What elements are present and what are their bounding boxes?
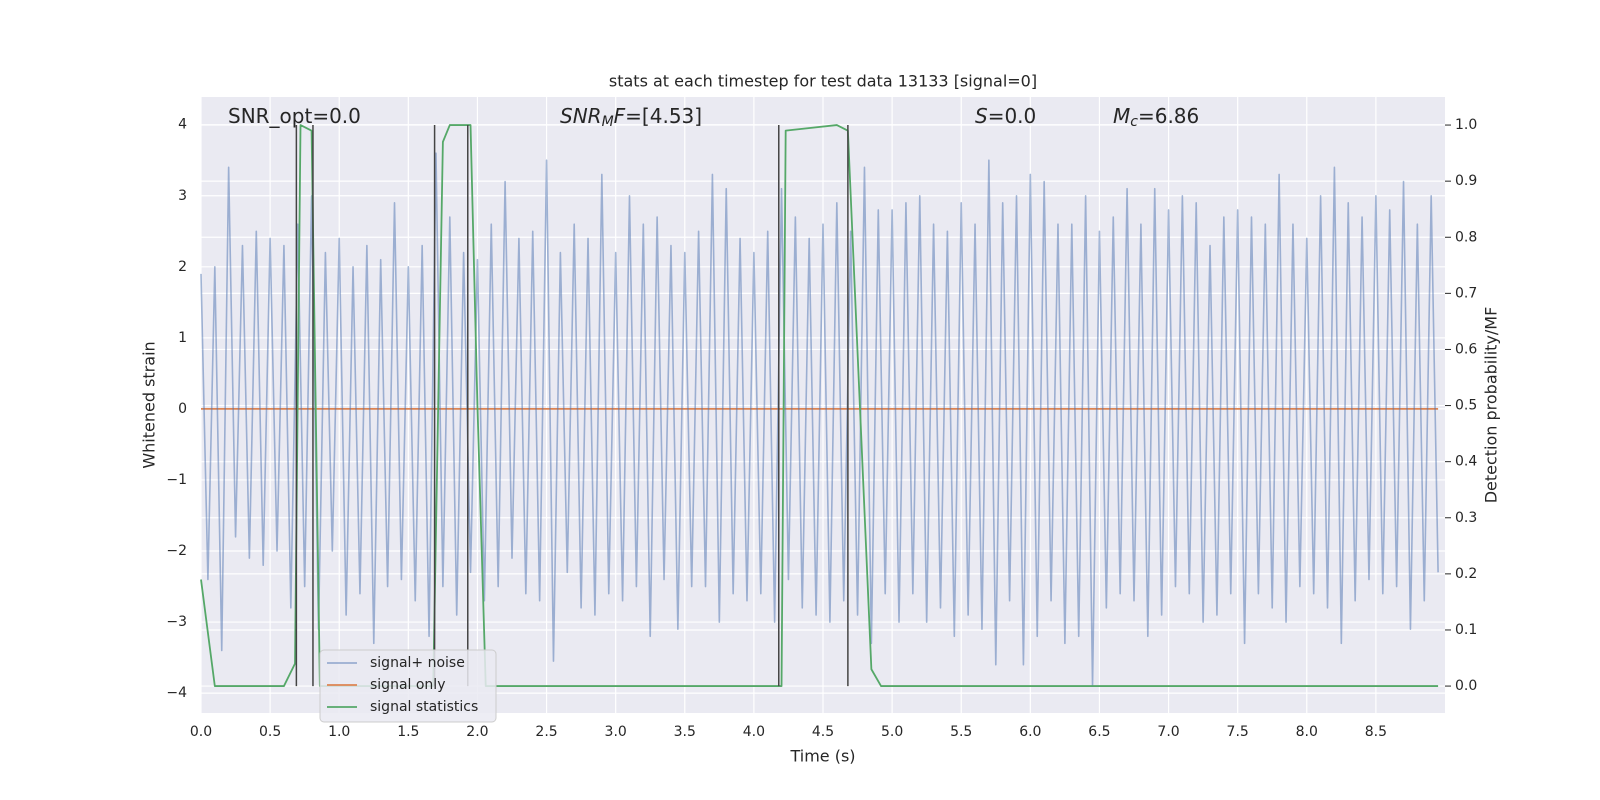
x-tick-label: 7.0	[1157, 724, 1179, 740]
y-tick-label: 4	[178, 117, 187, 133]
annotation-part: F	[614, 104, 626, 128]
y2-tick-label: 1.0	[1455, 117, 1477, 133]
annotation: Mc=6.86	[1113, 104, 1199, 131]
annotation: SNRMF=[4.53]	[560, 104, 702, 131]
y-tick-label: −3	[166, 614, 187, 630]
x-tick-label: 8.0	[1296, 724, 1318, 740]
legend-label: signal statistics	[370, 699, 478, 715]
x-tick-label: 6.0	[1019, 724, 1041, 740]
x-tick-label: 1.0	[328, 724, 350, 740]
annotation-part: S	[975, 104, 988, 128]
x-tick-label: 7.5	[1227, 724, 1249, 740]
marks	[200, 124, 1439, 687]
x-tick-label: 0.0	[190, 724, 212, 740]
y2-tick-label: 0.3	[1455, 510, 1477, 526]
x-tick-label: 2.5	[535, 724, 557, 740]
x-axis-label: Time (s)	[789, 747, 855, 766]
annotation-part: =6.86	[1138, 104, 1199, 128]
annotation-part: M	[1113, 104, 1130, 128]
annotation-part: =[4.53]	[625, 104, 702, 128]
legend: signal+ noise signal only signal statistic…	[319, 649, 497, 723]
x-tick-label: 8.5	[1365, 724, 1387, 740]
y2-tick-label: 0.6	[1455, 341, 1477, 357]
legend-box	[319, 649, 497, 723]
y2-tick-label: 0.1	[1455, 622, 1477, 638]
y-tick-label: −4	[166, 685, 187, 701]
y2-tick-label: 0.5	[1455, 398, 1477, 414]
axes: 0.0 0.5 1.0 1.5 2.0 2.5 3.0 3.5 4.0 4.5 5.0 5.5 6.0 6…	[166, 117, 1477, 740]
y-tick-label: 3	[178, 188, 187, 204]
y2-tick-label: 0.9	[1455, 173, 1477, 189]
annotation-part: =0.0	[988, 104, 1037, 128]
y-tick-label: 1	[178, 330, 187, 346]
y-tick-label: 2	[178, 259, 187, 275]
series-line	[200, 152, 1439, 687]
legend-label: signal only	[370, 677, 445, 693]
chart-title: stats at each timestep for test data 131…	[609, 72, 1037, 91]
x-tick-label: 6.5	[1088, 724, 1110, 740]
y2-tick-label: 0.8	[1455, 229, 1477, 245]
legend-label: signal+ noise	[370, 655, 465, 671]
y2-axis-label: Detection probability/MF	[1482, 307, 1501, 504]
annotation-part: M	[602, 114, 614, 130]
y2-tick-label: 0.2	[1455, 566, 1477, 582]
annotation-part: c	[1130, 114, 1138, 130]
x-tick-label: 0.5	[259, 724, 281, 740]
y2-tick-label: 0.7	[1455, 285, 1477, 301]
y-tick-label: −2	[166, 543, 187, 559]
y-tick-label: −1	[166, 472, 187, 488]
annotation-part: SNR_opt=0.0	[228, 104, 361, 128]
annotation: S=0.0	[975, 104, 1036, 128]
x-tick-label: 2.0	[466, 724, 488, 740]
x-tick-label: 5.5	[950, 724, 972, 740]
x-tick-label: 4.0	[743, 724, 765, 740]
y-axis-label: Whitened strain	[140, 341, 159, 468]
annotation-part: SNR	[560, 104, 602, 128]
x-tick-label: 5.0	[881, 724, 903, 740]
x-tick-label: 3.0	[605, 724, 627, 740]
x-tick-label: 1.5	[397, 724, 419, 740]
y2-tick-label: 0.4	[1455, 454, 1477, 470]
annotation: SNR_opt=0.0	[228, 104, 361, 128]
x-tick-label: 3.5	[674, 724, 696, 740]
y2-tick-label: 0.0	[1455, 678, 1477, 694]
y-tick-label: 0	[178, 401, 187, 417]
x-tick-label: 4.5	[812, 724, 834, 740]
